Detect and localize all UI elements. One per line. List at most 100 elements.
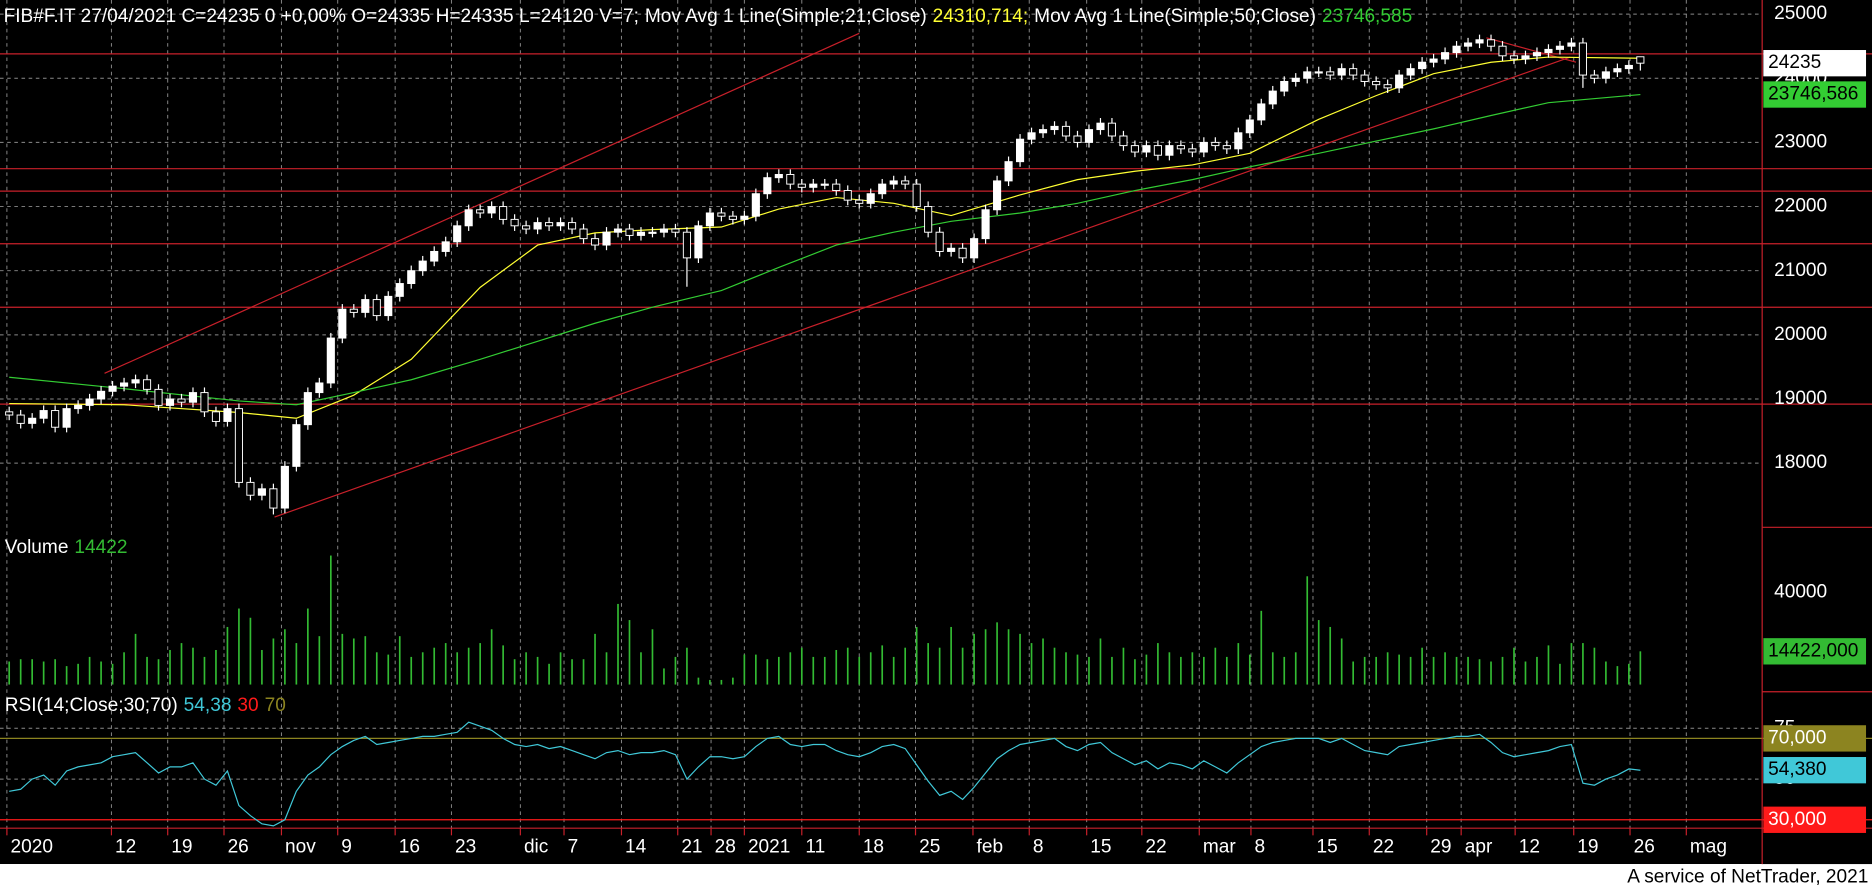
candle-body bbox=[947, 247, 956, 252]
volume-bar bbox=[1340, 638, 1343, 685]
volume-bar bbox=[823, 656, 826, 685]
volume-bar bbox=[582, 659, 585, 685]
volume-bar bbox=[743, 654, 746, 685]
volume-bar bbox=[502, 645, 504, 685]
candle-body bbox=[1418, 61, 1427, 70]
volume-bar bbox=[869, 652, 872, 685]
candle-body bbox=[131, 379, 140, 384]
candle-body bbox=[246, 481, 255, 496]
chart-title: FIB#F.IT 27/04/2021 C=24235 0 +0,00% O=2… bbox=[4, 6, 1413, 27]
candle-body bbox=[1096, 122, 1105, 131]
volume-bar bbox=[1490, 661, 1492, 685]
legend-value: 14422 bbox=[74, 537, 127, 558]
volume-bar bbox=[996, 622, 998, 685]
legend-value: 23746,585 bbox=[1322, 6, 1412, 27]
candle-body bbox=[510, 218, 519, 227]
ma50-value: 23746,586 bbox=[1768, 84, 1858, 105]
x-tick-label: 16 bbox=[399, 836, 420, 857]
candle-body bbox=[384, 295, 393, 317]
x-tick-label: 2020 bbox=[10, 836, 52, 857]
candle-body bbox=[372, 299, 381, 317]
volume-bar bbox=[1065, 652, 1067, 685]
candle-body bbox=[326, 337, 335, 384]
volume-bar bbox=[444, 643, 447, 685]
candle-body bbox=[1257, 103, 1266, 121]
volume-bar bbox=[1639, 651, 1642, 685]
candle-body bbox=[464, 209, 473, 227]
x-tick-label: 14 bbox=[625, 836, 647, 857]
volume-bar bbox=[697, 677, 700, 685]
candle-body bbox=[1349, 68, 1358, 76]
candle-body bbox=[108, 385, 117, 392]
x-tick-label: 18 bbox=[863, 836, 884, 857]
volume-bar bbox=[709, 679, 711, 685]
moving-average bbox=[9, 93, 1641, 406]
candle-body bbox=[855, 199, 864, 204]
candle-body bbox=[763, 177, 772, 195]
volume-bar bbox=[766, 659, 769, 685]
x-tick-label: 8 bbox=[1033, 836, 1044, 857]
candle-body bbox=[1211, 141, 1220, 147]
volume-bar bbox=[513, 659, 516, 685]
volume-bar bbox=[19, 659, 22, 685]
candle-body bbox=[1165, 145, 1174, 156]
x-tick-label: 12 bbox=[115, 836, 136, 857]
candle-body bbox=[1314, 71, 1323, 74]
volume-bar bbox=[261, 649, 263, 685]
candle-body bbox=[188, 392, 198, 403]
x-tick-label: 26 bbox=[1634, 836, 1655, 857]
volume-bar bbox=[123, 652, 125, 685]
candle-body bbox=[533, 222, 542, 230]
volume-bar bbox=[410, 656, 413, 685]
candle-body bbox=[257, 488, 266, 496]
volume-value-box bbox=[1763, 638, 1867, 665]
volume-bar bbox=[1409, 656, 1412, 685]
volume-bar bbox=[180, 643, 183, 685]
candle-body bbox=[315, 382, 324, 394]
last-price-box bbox=[1763, 50, 1867, 77]
candle-body bbox=[1578, 42, 1587, 76]
legend-name: Volume bbox=[5, 537, 69, 558]
volume-bar bbox=[1524, 661, 1527, 685]
volume-bar bbox=[628, 620, 631, 685]
candle-body bbox=[338, 308, 347, 339]
volume-bar bbox=[559, 652, 562, 685]
legend-name: RSI(14;Close;30;70) bbox=[5, 695, 178, 716]
x-tick-label: 21 bbox=[681, 836, 702, 857]
candle-body bbox=[1544, 48, 1553, 54]
candle-body bbox=[659, 228, 669, 233]
volume-bar bbox=[1501, 656, 1504, 685]
volume-bar bbox=[329, 555, 332, 685]
volume-bar bbox=[1088, 656, 1090, 685]
candle-body bbox=[430, 250, 439, 262]
rsi-level-value-box bbox=[1763, 725, 1867, 752]
candle-body bbox=[1061, 125, 1071, 137]
candle-body bbox=[832, 183, 841, 191]
volume-value: 14422,000 bbox=[1768, 640, 1858, 661]
volume-bar bbox=[272, 638, 275, 685]
candle-body bbox=[1280, 80, 1289, 92]
volume-bar bbox=[387, 654, 390, 685]
candle-body bbox=[441, 241, 450, 252]
y-tick-label: 21000 bbox=[1774, 260, 1827, 281]
candle-body bbox=[1176, 145, 1185, 150]
volume-bar bbox=[169, 649, 171, 685]
y-tick-label: 40000 bbox=[1774, 581, 1827, 602]
y-tick-label: 25000 bbox=[1774, 3, 1827, 24]
candle-body bbox=[740, 215, 749, 220]
candle-body bbox=[878, 183, 887, 195]
volume-bar bbox=[1570, 643, 1573, 685]
volume-bar bbox=[456, 652, 459, 685]
volume-bar bbox=[364, 636, 367, 685]
volume-bar bbox=[77, 663, 79, 685]
candle-body bbox=[682, 231, 691, 259]
volume-bar bbox=[1237, 643, 1240, 685]
volume-bar bbox=[238, 608, 240, 685]
volume-bar bbox=[1007, 629, 1010, 685]
legend-level: 30 bbox=[237, 695, 258, 716]
candle-body bbox=[820, 183, 829, 186]
candle-body bbox=[1268, 90, 1277, 105]
candle-body bbox=[648, 231, 657, 234]
legend-name: Mov Avg 1 Line(Simple;50;Close) bbox=[1034, 6, 1316, 27]
